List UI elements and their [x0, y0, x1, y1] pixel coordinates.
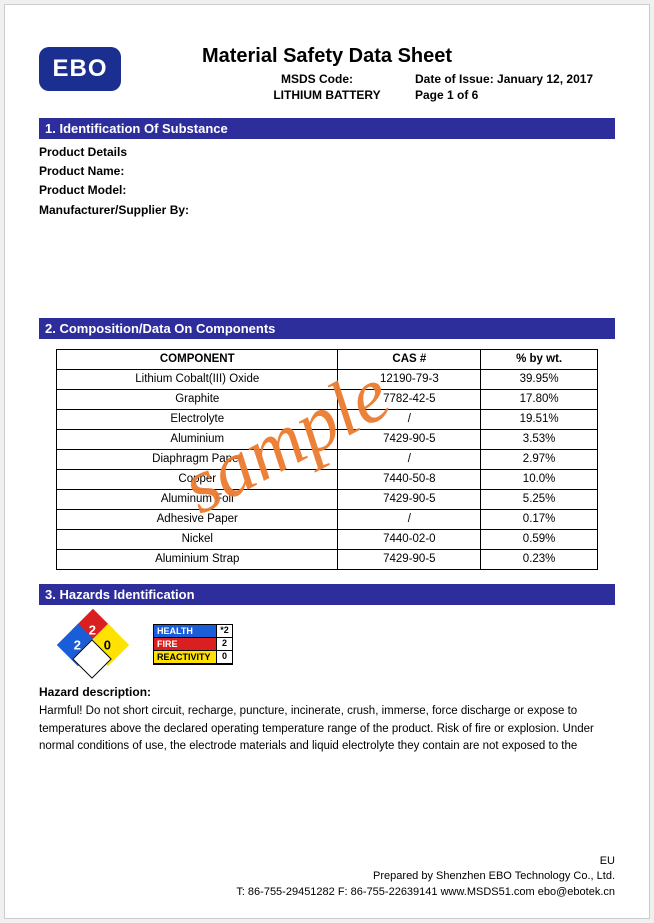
table-header-cell: % by wt.: [481, 349, 597, 369]
table-cell: Adhesive Paper: [57, 509, 338, 529]
hmis-value: *2: [216, 625, 232, 638]
table-header-row: COMPONENTCAS #% by wt.: [57, 349, 597, 369]
header: EBO Material Safety Data Sheet MSDS Code…: [39, 43, 615, 102]
section1-bar: 1. Identification Of Substance: [39, 118, 615, 139]
detail-line: Product Name:: [39, 162, 615, 181]
hazards-row: 2 2 0 HEALTH*2FIRE2REACTIVITY0: [63, 615, 615, 675]
table-cell: 17.80%: [481, 389, 597, 409]
table-cell: /: [338, 409, 481, 429]
composition-table: COMPONENTCAS #% by wt. Lithium Cobalt(II…: [56, 349, 597, 570]
table-row: Diaphragm Paper/2.97%: [57, 449, 597, 469]
table-row: Lithium Cobalt(III) Oxide12190-79-339.95…: [57, 369, 597, 389]
hmis-box: HEALTH*2FIRE2REACTIVITY0: [153, 624, 233, 665]
table-cell: 0.23%: [481, 549, 597, 569]
table-cell: 19.51%: [481, 409, 597, 429]
table-cell: 0.17%: [481, 509, 597, 529]
section2-bar: 2. Composition/Data On Components: [39, 318, 615, 339]
table-row: Aluminium Strap7429-90-50.23%: [57, 549, 597, 569]
page-number: Page 1 of 6: [415, 88, 615, 102]
table-header-cell: CAS #: [338, 349, 481, 369]
section3-bar: 3. Hazards Identification: [39, 584, 615, 605]
hmis-value: 2: [216, 638, 232, 651]
table-cell: Lithium Cobalt(III) Oxide: [57, 369, 338, 389]
table-row: Aluminum Foil7429-90-55.25%: [57, 489, 597, 509]
sub-row-2: LITHIUM BATTERY Page 1 of 6: [39, 86, 615, 102]
table-cell: 39.95%: [481, 369, 597, 389]
table-cell: Aluminium: [57, 429, 338, 449]
footer-line-3: T: 86-755-29451282 F: 86-755-22639141 ww…: [39, 885, 615, 900]
table-row: Copper7440-50-810.0%: [57, 469, 597, 489]
table-cell: 7429-90-5: [338, 429, 481, 449]
hmis-label: REACTIVITY: [154, 651, 216, 664]
footer: EU Prepared by Shenzhen EBO Technology C…: [39, 854, 615, 900]
table-cell: Graphite: [57, 389, 338, 409]
main-title: Material Safety Data Sheet: [39, 45, 615, 68]
hmis-label: HEALTH: [154, 625, 216, 638]
hmis-row: FIRE2: [154, 638, 232, 651]
table-row: Aluminium7429-90-53.53%: [57, 429, 597, 449]
table-row: Nickel7440-02-00.59%: [57, 529, 597, 549]
table-row: Electrolyte/19.51%: [57, 409, 597, 429]
msds-code-label: MSDS Code:: [219, 72, 415, 86]
table-cell: Electrolyte: [57, 409, 338, 429]
hmis-value: 0: [216, 651, 232, 664]
hazard-desc-title: Hazard description:: [39, 685, 615, 699]
table-cell: Aluminium Strap: [57, 549, 338, 569]
table-body: Lithium Cobalt(III) Oxide12190-79-339.95…: [57, 369, 597, 569]
table-cell: 7440-02-0: [338, 529, 481, 549]
table-cell: 3.53%: [481, 429, 597, 449]
table-cell: /: [338, 449, 481, 469]
table-cell: Nickel: [57, 529, 338, 549]
document-page: EBO Material Safety Data Sheet MSDS Code…: [4, 4, 650, 919]
table-cell: 2.97%: [481, 449, 597, 469]
ebo-logo: EBO: [39, 47, 121, 91]
table-cell: 0.59%: [481, 529, 597, 549]
battery-label: LITHIUM BATTERY: [219, 88, 415, 102]
issue-date: Date of Issue: January 12, 2017: [415, 72, 615, 86]
hmis-row: HEALTH*2: [154, 625, 232, 638]
table-cell: 12190-79-3: [338, 369, 481, 389]
table-cell: 7429-90-5: [338, 489, 481, 509]
table-cell: /: [338, 509, 481, 529]
table-row: Adhesive Paper/0.17%: [57, 509, 597, 529]
table-header-cell: COMPONENT: [57, 349, 338, 369]
table-row: Graphite7782-42-517.80%: [57, 389, 597, 409]
table-cell: 7440-50-8: [338, 469, 481, 489]
footer-line-2: Prepared by Shenzhen EBO Technology Co.,…: [39, 869, 615, 884]
section1-details: Product DetailsProduct Name:Product Mode…: [39, 143, 615, 220]
table-cell: Diaphragm Paper: [57, 449, 338, 469]
table-cell: Aluminum Foil: [57, 489, 338, 509]
detail-line: Product Details: [39, 143, 615, 162]
hazard-desc-text: Harmful! Do not short circuit, recharge,…: [39, 703, 615, 756]
table-cell: 5.25%: [481, 489, 597, 509]
table-cell: 7429-90-5: [338, 549, 481, 569]
logo-text: EBO: [52, 55, 107, 83]
detail-line: Manufacturer/Supplier By:: [39, 201, 615, 220]
table-cell: Copper: [57, 469, 338, 489]
title-block: Material Safety Data Sheet MSDS Code: Da…: [39, 43, 615, 102]
table-cell: 7782-42-5: [338, 389, 481, 409]
table-cell: 10.0%: [481, 469, 597, 489]
detail-line: Product Model:: [39, 181, 615, 200]
footer-line-1: EU: [39, 854, 615, 869]
hmis-label: FIRE: [154, 638, 216, 651]
hmis-row: REACTIVITY0: [154, 651, 232, 664]
sub-row-1: MSDS Code: Date of Issue: January 12, 20…: [39, 68, 615, 86]
nfpa-diamond: 2 2 0: [63, 615, 123, 675]
spacer: [39, 220, 615, 312]
